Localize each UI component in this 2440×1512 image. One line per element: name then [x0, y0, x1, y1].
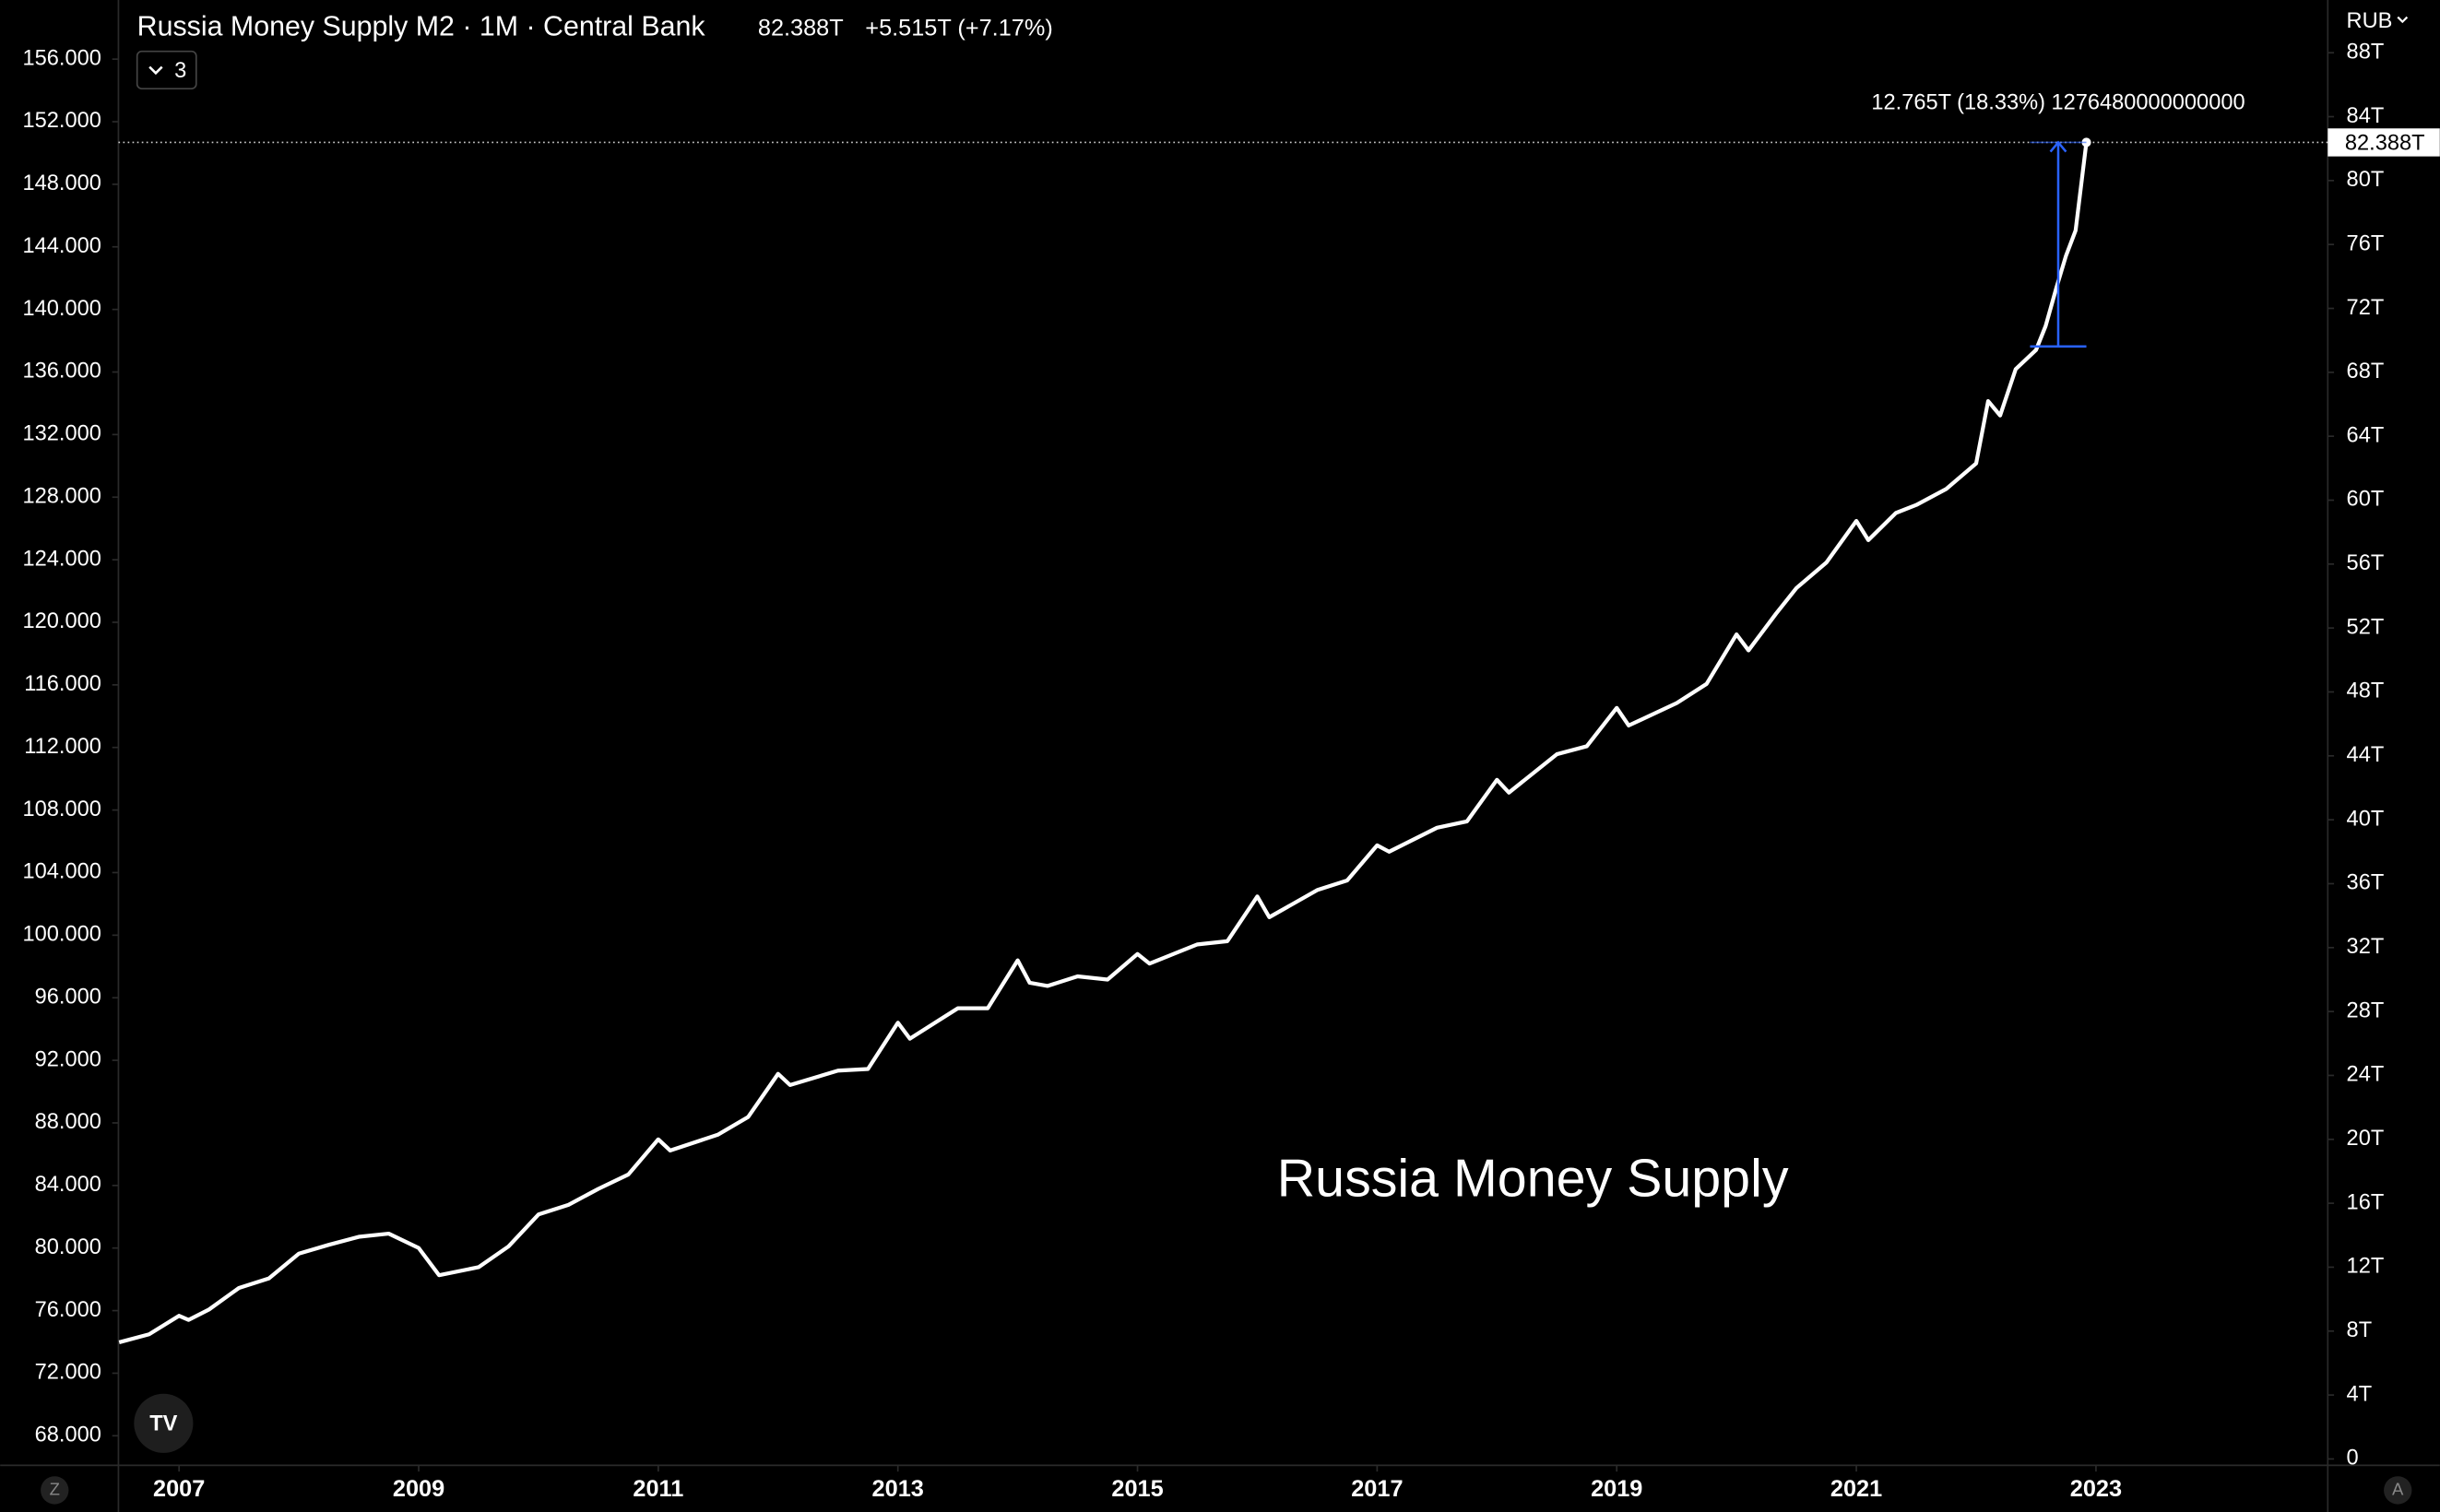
- y2-tick-label: 56T: [2347, 551, 2385, 575]
- badge-bg[interactable]: [41, 1476, 69, 1505]
- y-tick-label: 124.000: [23, 547, 101, 571]
- y2-tick-label: 84T: [2347, 104, 2385, 128]
- y-tick-label: 84.000: [35, 1173, 101, 1197]
- y2-tick-label: 76T: [2347, 231, 2385, 255]
- y-tick-label: 92.000: [35, 1047, 101, 1071]
- y-tick-label: 144.000: [23, 234, 101, 258]
- y-tick-label: 68.000: [35, 1423, 101, 1447]
- y-tick-label: 140.000: [23, 297, 101, 321]
- y2-tick-label: 32T: [2347, 935, 2385, 959]
- y-tick-label: 88.000: [35, 1110, 101, 1134]
- y-tick-label: 96.000: [35, 985, 101, 1009]
- y2-tick-label: 0: [2347, 1447, 2359, 1471]
- measure-arrowhead: [2049, 140, 2067, 153]
- logo[interactable]: [134, 1393, 194, 1453]
- indicator-count: 3: [174, 59, 186, 83]
- y-tick-label: 76.000: [35, 1298, 101, 1322]
- currency[interactable]: RUB: [2347, 9, 2393, 33]
- y-tick-label: 104.000: [23, 860, 101, 884]
- logo-mark: TV: [149, 1412, 177, 1436]
- y2-tick-label: 80T: [2347, 168, 2385, 192]
- right-badge: A: [2392, 1479, 2404, 1498]
- currency-chevron: [2397, 16, 2409, 24]
- y-tick-label: 152.000: [23, 109, 101, 133]
- y-tick-label: 156.000: [23, 46, 101, 70]
- y-tick-label: 108.000: [23, 797, 101, 821]
- chart-title: Russia Money Supply M2 · 1M · Central Ba…: [137, 11, 706, 41]
- y-tick-label: 136.000: [23, 360, 101, 384]
- y-tick-label: 128.000: [23, 484, 101, 508]
- measure-label: 12.765T (18.33%) 1276480000000000: [1871, 91, 2245, 115]
- y2-tick-label: 8T: [2347, 1318, 2373, 1342]
- y2-tick-label: 44T: [2347, 743, 2385, 767]
- y2-tick-label: 24T: [2347, 1063, 2385, 1087]
- x-tick-label: 2007: [153, 1476, 205, 1502]
- y2-tick-label: 12T: [2347, 1255, 2385, 1279]
- y2-tick-label: 4T: [2347, 1382, 2373, 1406]
- y-tick-label: 80.000: [35, 1235, 101, 1259]
- y2-tick-label: 64T: [2347, 423, 2385, 447]
- watermark: Russia Money Supply: [1277, 1149, 1789, 1208]
- x-tick-label: 2009: [393, 1476, 444, 1502]
- y2-tick-label: 16T: [2347, 1190, 2385, 1214]
- chevron-icon: [148, 65, 163, 76]
- badge-bg[interactable]: [2384, 1476, 2412, 1505]
- x-tick-label: 2013: [872, 1476, 924, 1502]
- indicator-toggle[interactable]: [136, 50, 197, 90]
- price-label-box: [2327, 128, 2440, 157]
- y-tick-label: 120.000: [23, 609, 101, 633]
- y2-tick-label: 72T: [2347, 296, 2385, 320]
- y2-tick-label: 60T: [2347, 488, 2385, 512]
- last-value: 82.388T: [758, 16, 844, 41]
- left-badge: Z: [50, 1479, 60, 1498]
- y-tick-label: 100.000: [23, 923, 101, 947]
- y-tick-label: 112.000: [24, 735, 101, 759]
- x-tick-label: 2019: [1591, 1476, 1642, 1502]
- y-tick-label: 148.000: [23, 171, 101, 195]
- y-tick-label: 116.000: [24, 672, 101, 696]
- y-tick-label: 132.000: [23, 422, 101, 446]
- y2-tick-label: 88T: [2347, 40, 2385, 64]
- y2-tick-label: 36T: [2347, 871, 2385, 895]
- series-line: [118, 142, 2089, 1344]
- y-tick-label: 72.000: [35, 1361, 101, 1385]
- y2-tick-label: 48T: [2347, 679, 2385, 703]
- y2-tick-label: 68T: [2347, 360, 2385, 384]
- y2-tick-label: 20T: [2347, 1127, 2385, 1151]
- x-tick-label: 2021: [1830, 1476, 1882, 1502]
- y2-tick-label: 40T: [2347, 807, 2385, 831]
- y2-tick-label: 28T: [2347, 998, 2385, 1022]
- x-tick-label: 2015: [1111, 1476, 1163, 1502]
- change: +5.515T (+7.17%): [865, 16, 1052, 41]
- y2-tick-label: 52T: [2347, 615, 2385, 639]
- price-label: 82.388T: [2345, 131, 2425, 155]
- x-tick-label: 2023: [2070, 1476, 2122, 1502]
- x-tick-label: 2017: [1351, 1476, 1403, 1502]
- x-tick-label: 2011: [633, 1476, 683, 1502]
